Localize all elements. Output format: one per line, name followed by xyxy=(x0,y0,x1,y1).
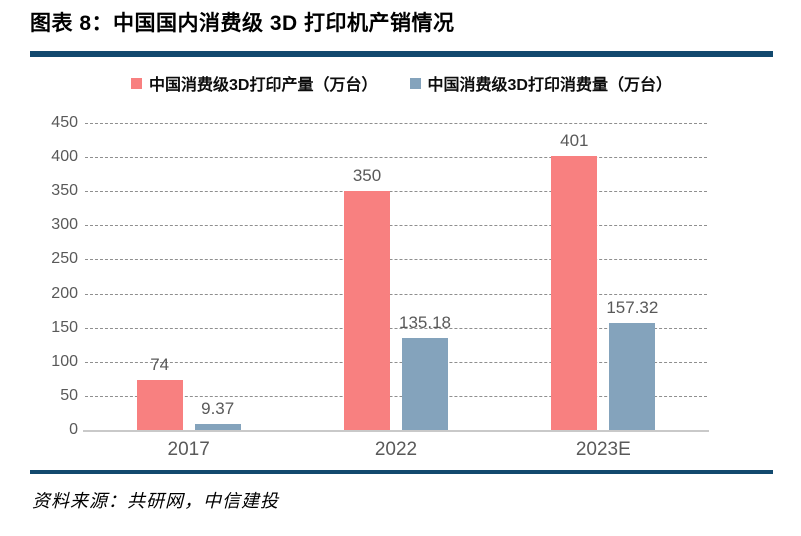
production-bar xyxy=(344,191,390,430)
legend-swatch-icon xyxy=(131,77,143,89)
y-axis-tick-label: 0 xyxy=(69,421,78,438)
y-axis-tick-label: 450 xyxy=(51,114,78,131)
gridline xyxy=(85,225,707,227)
gridline xyxy=(85,327,707,329)
y-axis-tick-label: 50 xyxy=(60,386,78,404)
consumption-bar xyxy=(194,423,241,430)
gridline xyxy=(85,259,707,261)
y-axis-tick-label: 150 xyxy=(51,318,78,336)
bar-value-label: 157.32 xyxy=(606,297,659,317)
gridline xyxy=(85,395,707,397)
chart-plot-area: 0 50 100 150 200 250 300 350 400 450 2017 74 9.37 202… xyxy=(30,114,773,470)
gridline xyxy=(85,293,707,295)
x-axis-baseline xyxy=(83,430,709,432)
consumption-bar xyxy=(609,322,656,430)
legend-label: 中国消费级3D打印消费量（万台） xyxy=(427,77,672,94)
title-divider xyxy=(30,51,773,57)
source-note: 资料来源：共研网，中信建投 xyxy=(32,491,279,511)
y-axis-tick-label: 300 xyxy=(51,216,78,234)
production-bar xyxy=(551,156,598,430)
bar-value-label: 401 xyxy=(560,131,589,151)
bar-value-label: 9.37 xyxy=(201,398,235,418)
y-axis-tick-label: 200 xyxy=(51,284,78,302)
figure-title: 图表 8：中国国内消费级 3D 打印机产销情况 xyxy=(30,12,455,35)
x-axis-category-label: 2022 xyxy=(374,439,418,460)
legend-item: 中国消费级3D打印产量（万台） xyxy=(131,71,378,95)
footer-divider xyxy=(30,470,773,474)
y-axis-tick-label: 250 xyxy=(51,250,78,268)
chart-legend: 中国消费级3D打印产量（万台） 中国消费级3D打印消费量（万台） xyxy=(30,71,773,95)
gridline xyxy=(85,361,707,363)
gridline xyxy=(85,123,707,124)
bar-value-label: 135.18 xyxy=(399,312,451,332)
legend-swatch-icon xyxy=(409,77,421,89)
y-axis-tick-label: 350 xyxy=(51,182,78,200)
gridline xyxy=(85,191,707,193)
x-axis-category-label: 2017 xyxy=(167,439,210,460)
legend-label: 中国消费级3D打印产量（万台） xyxy=(149,77,378,94)
bar-value-label: 350 xyxy=(352,166,382,186)
production-bar xyxy=(136,379,183,430)
gridline xyxy=(85,157,707,159)
x-axis-category-label: 2023E xyxy=(575,439,631,460)
y-axis-tick-label: 400 xyxy=(51,148,78,166)
y-axis-tick-label: 100 xyxy=(51,352,78,370)
legend-item: 中国消费级3D打印消费量（万台） xyxy=(409,71,672,95)
consumption-bar xyxy=(402,337,448,430)
bar-value-label: 74 xyxy=(150,354,170,374)
